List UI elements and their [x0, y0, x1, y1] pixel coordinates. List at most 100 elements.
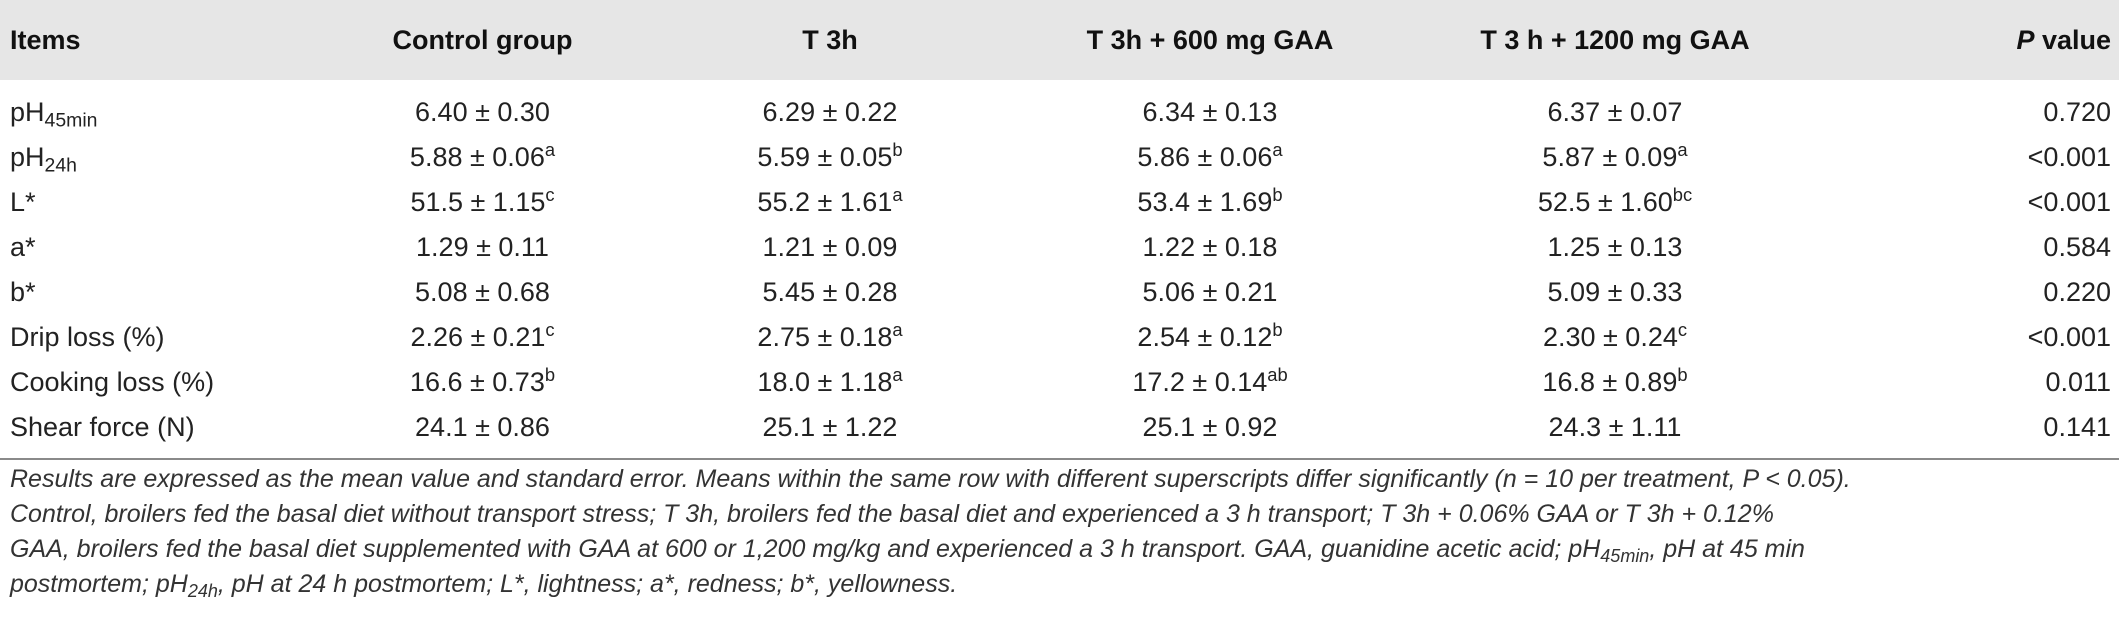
table-row: Cooking loss (%) 16.6 ± 0.73b 18.0 ± 1.18a…: [0, 360, 2119, 405]
significance-superscript: a: [892, 318, 903, 340]
value-text: 52.5 ± 1.60: [1537, 187, 1673, 217]
value-text: 1.21 ± 0.09: [762, 232, 898, 262]
value-cell: 5.86 ± 0.06a: [995, 135, 1425, 180]
row-label: pH24h: [0, 135, 300, 180]
value-cell: 24.3 ± 1.11: [1425, 405, 1805, 460]
p-value-text: <0.001: [2027, 322, 2111, 352]
p-value-text: 0.584: [2043, 232, 2111, 262]
row-label-subscript: 45min: [44, 109, 98, 132]
value-text: 25.1 ± 1.22: [762, 412, 898, 442]
value-text: 55.2 ± 1.61: [757, 187, 893, 217]
value-text: 2.54 ± 0.12: [1137, 322, 1273, 352]
footnote-line-4-text-b: , pH at 24 h postmortem; L*, lightness; …: [217, 570, 958, 598]
significance-superscript: a: [892, 363, 903, 385]
value-text: 2.75 ± 0.18: [757, 322, 893, 352]
results-table-container: Items Control group T 3h T 3h + 600 mg G…: [0, 0, 2119, 460]
p-value-text: 0.141: [2043, 412, 2111, 442]
header-p-letter: P: [2016, 24, 2035, 55]
meat-quality-table: Items Control group T 3h T 3h + 600 mg G…: [0, 0, 2119, 460]
value-text: 5.86 ± 0.06: [1137, 142, 1273, 172]
value-text: 5.09 ± 0.33: [1547, 277, 1683, 307]
header-t3h-600: T 3h + 600 mg GAA: [995, 0, 1425, 80]
header-items: Items: [0, 0, 300, 80]
value-text: 5.88 ± 0.06: [409, 142, 545, 172]
table-row: pH24h 5.88 ± 0.06a 5.59 ± 0.05b 5.86 ± 0.06…: [0, 135, 2119, 180]
row-label: b*: [0, 270, 300, 315]
p-value-text: 0.011: [2045, 367, 2111, 397]
header-t3h-1200: T 3 h + 1200 mg GAA: [1425, 0, 1805, 80]
value-cell: 18.0 ± 1.18a: [665, 360, 995, 405]
p-value-cell: <0.001: [1805, 315, 2119, 360]
value-cell: 5.45 ± 0.28: [665, 270, 995, 315]
value-cell: 25.1 ± 1.22: [665, 405, 995, 460]
p-value-text: <0.001: [2027, 187, 2111, 217]
row-label-text: Shear force (N): [10, 412, 195, 442]
p-value-cell: 0.011: [1805, 360, 2119, 405]
row-label-text: Drip loss (%): [10, 322, 165, 352]
value-cell: 5.09 ± 0.33: [1425, 270, 1805, 315]
value-cell: 6.37 ± 0.07: [1425, 80, 1805, 135]
table-header-row: Items Control group T 3h T 3h + 600 mg G…: [0, 0, 2119, 80]
footnote-line-3-text: GAA, broilers fed the basal diet supplem…: [10, 535, 1601, 563]
value-text: 51.5 ± 1.15: [410, 187, 546, 217]
footnote-line-1: Results are expressed as the mean value …: [10, 465, 1851, 493]
value-text: 6.29 ± 0.22: [762, 97, 898, 127]
value-text: 5.87 ± 0.09: [1542, 142, 1678, 172]
value-cell: 1.25 ± 0.13: [1425, 225, 1805, 270]
p-value-text: 0.720: [2043, 97, 2111, 127]
value-cell: 6.29 ± 0.22: [665, 80, 995, 135]
value-cell: 17.2 ± 0.14ab: [995, 360, 1425, 405]
footnote-line-2: Control, broilers fed the basal diet wit…: [10, 500, 1774, 528]
significance-superscript: a: [1677, 138, 1688, 160]
row-label-text: pH: [10, 142, 45, 172]
value-cell: 5.06 ± 0.21: [995, 270, 1425, 315]
significance-superscript: b: [544, 363, 556, 385]
header-p-rest: value: [2034, 24, 2111, 55]
table-row: L* 51.5 ± 1.15c 55.2 ± 1.61a 53.4 ± 1.69b 52…: [0, 180, 2119, 225]
row-label-text: Cooking loss (%): [10, 367, 215, 397]
significance-superscript: b: [1272, 183, 1283, 205]
value-cell: 52.5 ± 1.60bc: [1425, 180, 1805, 225]
value-cell: 2.30 ± 0.24c: [1425, 315, 1805, 360]
footnote-line-4-text-a: postmortem; pH: [10, 570, 188, 598]
row-label: Cooking loss (%): [0, 360, 300, 405]
footnote-line-3-tail: , pH at 45 min: [1649, 535, 1805, 563]
row-label: a*: [0, 225, 300, 270]
value-text: 53.4 ± 1.69: [1137, 187, 1273, 217]
significance-superscript: c: [545, 183, 555, 205]
value-cell: 2.54 ± 0.12b: [995, 315, 1425, 360]
value-cell: 5.08 ± 0.68: [300, 270, 665, 315]
row-label-text: L*: [10, 187, 36, 217]
table-row: pH45min 6.40 ± 0.30 6.29 ± 0.22 6.34 ± 0.13…: [0, 80, 2119, 135]
footnote-line-4: postmortem; pH24h, pH at 24 h postmortem…: [10, 567, 2110, 602]
value-cell: 16.8 ± 0.89b: [1425, 360, 1805, 405]
value-text: 1.25 ± 0.13: [1547, 232, 1683, 262]
significance-superscript: a: [1272, 138, 1283, 160]
value-text: 1.22 ± 0.18: [1142, 232, 1278, 262]
header-t3h: T 3h: [665, 0, 995, 80]
row-label: Shear force (N): [0, 405, 300, 460]
value-cell: 25.1 ± 0.92: [995, 405, 1425, 460]
p-value-text: <0.001: [2027, 142, 2111, 172]
value-text: 16.8 ± 0.89: [1542, 367, 1678, 397]
value-text: 1.29 ± 0.11: [416, 232, 549, 262]
value-text: 5.06 ± 0.21: [1142, 277, 1278, 307]
p-value-cell: <0.001: [1805, 135, 2119, 180]
row-label: L*: [0, 180, 300, 225]
significance-superscript: bc: [1672, 183, 1693, 205]
significance-superscript: a: [892, 183, 903, 205]
header-p-value: P value: [1805, 0, 2119, 80]
table-row: a* 1.29 ± 0.11 1.21 ± 0.09 1.22 ± 0.18 1.25 …: [0, 225, 2119, 270]
p-value-cell: 0.220: [1805, 270, 2119, 315]
row-label-text: pH: [10, 97, 45, 127]
significance-superscript: b: [1677, 363, 1688, 385]
row-label: Drip loss (%): [0, 315, 300, 360]
value-cell: 51.5 ± 1.15c: [300, 180, 665, 225]
footnote-line-4-sub: 24h: [187, 581, 218, 602]
p-value-cell: 0.720: [1805, 80, 2119, 135]
row-label-subscript: 24h: [44, 154, 77, 177]
value-text: 5.45 ± 0.28: [762, 277, 898, 307]
p-value-cell: <0.001: [1805, 180, 2119, 225]
value-text: 25.1 ± 0.92: [1142, 412, 1278, 442]
significance-superscript: c: [1677, 318, 1688, 340]
